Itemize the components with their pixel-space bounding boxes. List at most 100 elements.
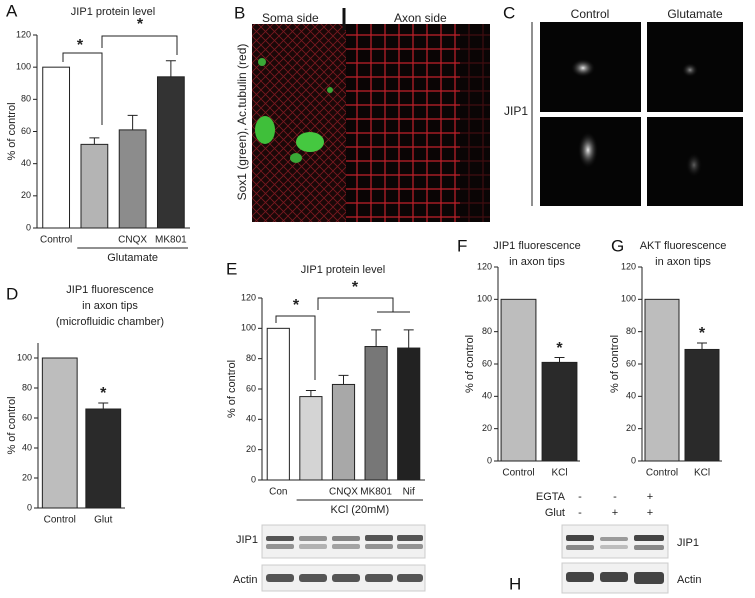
y-tick-label: 120 bbox=[16, 29, 31, 39]
y-tick-label: 0 bbox=[26, 222, 31, 232]
blot-label: JIP1 bbox=[677, 537, 699, 549]
error-bar bbox=[98, 402, 109, 409]
y-tick-label: 120 bbox=[621, 261, 636, 271]
image-label: Soma side bbox=[262, 11, 319, 25]
x-tick-label: CNQX bbox=[118, 235, 147, 246]
significance-bracket bbox=[101, 35, 178, 55]
significance-marker: * bbox=[699, 325, 706, 342]
chart-title: (microfluidic chamber) bbox=[56, 316, 164, 328]
western-blot bbox=[261, 524, 426, 592]
bar bbox=[156, 76, 185, 229]
panel-letter: C bbox=[503, 3, 515, 22]
condition-sign: - bbox=[613, 491, 617, 503]
bar bbox=[500, 298, 537, 462]
condition-sign: - bbox=[578, 507, 582, 519]
y-tick-label: 60 bbox=[22, 412, 32, 422]
panel-letter: E bbox=[226, 259, 237, 278]
y-tick-label: 100 bbox=[241, 323, 256, 333]
image-label: Axon side bbox=[394, 11, 447, 25]
panel-letter: F bbox=[457, 236, 467, 255]
blot-label: Actin bbox=[233, 574, 257, 586]
x-tick-label: Control bbox=[646, 468, 678, 479]
y-tick-label: 100 bbox=[621, 294, 636, 304]
y-tick-label: 40 bbox=[22, 442, 32, 452]
y-tick-label: 100 bbox=[477, 294, 492, 304]
error-bar bbox=[403, 329, 414, 349]
bar bbox=[266, 327, 290, 481]
y-tick-label: 60 bbox=[482, 358, 492, 368]
bar bbox=[331, 383, 356, 481]
group-label: Glutamate bbox=[107, 252, 158, 264]
bar bbox=[41, 357, 78, 509]
y-tick-label: 80 bbox=[626, 326, 636, 336]
y-axis-label: % of control bbox=[6, 396, 18, 454]
y-tick-label: 80 bbox=[246, 353, 256, 363]
x-tick-label: MK801 bbox=[360, 487, 392, 498]
condition-sign: + bbox=[647, 507, 653, 519]
bar bbox=[299, 396, 323, 481]
chart-title: AKT fluorescence bbox=[640, 240, 727, 252]
y-tick-label: 60 bbox=[246, 383, 256, 393]
panel-letter: A bbox=[6, 1, 18, 20]
western-blot bbox=[561, 524, 669, 594]
y-tick-label: 0 bbox=[27, 502, 32, 512]
y-tick-label: 20 bbox=[626, 423, 636, 433]
y-tick-label: 0 bbox=[631, 455, 636, 465]
group-label: KCl (20mM) bbox=[330, 504, 389, 516]
microscopy-image bbox=[252, 24, 490, 222]
x-tick-label: KCl bbox=[551, 468, 567, 479]
y-axis-label: % of control bbox=[464, 335, 476, 393]
y-tick-label: 120 bbox=[477, 261, 492, 271]
y-tick-label: 0 bbox=[251, 474, 256, 484]
y-tick-label: 40 bbox=[21, 158, 31, 168]
bar bbox=[644, 298, 680, 462]
blot-label: JIP1 bbox=[236, 534, 258, 546]
blot-label: Actin bbox=[677, 574, 701, 586]
y-tick-label: 40 bbox=[482, 391, 492, 401]
panel-letter: B bbox=[234, 3, 245, 22]
condition-sign: + bbox=[612, 507, 618, 519]
error-bar bbox=[127, 114, 138, 130]
condition-sign: - bbox=[578, 491, 582, 503]
y-tick-label: 80 bbox=[482, 326, 492, 336]
y-axis-label: % of control bbox=[226, 360, 238, 418]
significance-bracket bbox=[317, 297, 410, 313]
microscopy-image bbox=[540, 22, 743, 206]
column-label: Control bbox=[571, 7, 610, 21]
y-tick-label: 0 bbox=[487, 455, 492, 465]
y-tick-label: 40 bbox=[626, 391, 636, 401]
y-tick-label: 60 bbox=[21, 126, 31, 136]
chart-title: JIP1 protein level bbox=[71, 6, 155, 18]
row-label: JIP1 bbox=[504, 104, 528, 118]
chart-title: in axon tips bbox=[509, 256, 565, 268]
panel-letter: G bbox=[611, 236, 624, 255]
x-tick-label: MK801 bbox=[155, 235, 187, 246]
x-tick-label: Nif bbox=[403, 487, 415, 498]
error-bar bbox=[305, 390, 316, 397]
chart-title: in axon tips bbox=[82, 300, 138, 312]
error-bar bbox=[165, 60, 176, 77]
y-tick-label: 80 bbox=[22, 382, 32, 392]
bar bbox=[80, 143, 109, 229]
condition-sign: + bbox=[647, 491, 653, 503]
y-tick-label: 20 bbox=[246, 444, 256, 454]
chart-title: JIP1 fluorescence bbox=[493, 240, 580, 252]
significance-marker: * bbox=[556, 340, 563, 357]
y-tick-label: 100 bbox=[17, 352, 32, 362]
chart-title: JIP1 protein level bbox=[301, 264, 385, 276]
bar bbox=[364, 346, 388, 481]
x-tick-label: Control bbox=[40, 235, 72, 246]
y-tick-label: 120 bbox=[241, 292, 256, 302]
y-axis-label: % of control bbox=[6, 102, 18, 160]
error-bar bbox=[338, 374, 349, 385]
bar bbox=[85, 408, 122, 509]
column-label: Glutamate bbox=[667, 7, 723, 21]
y-tick-label: 80 bbox=[21, 94, 31, 104]
y-tick-label: 100 bbox=[16, 62, 31, 72]
bar bbox=[684, 348, 720, 462]
significance-marker: * bbox=[100, 385, 107, 402]
y-tick-label: 60 bbox=[626, 358, 636, 368]
x-tick-label: Control bbox=[44, 515, 76, 526]
condition-label: EGTA bbox=[536, 491, 566, 503]
